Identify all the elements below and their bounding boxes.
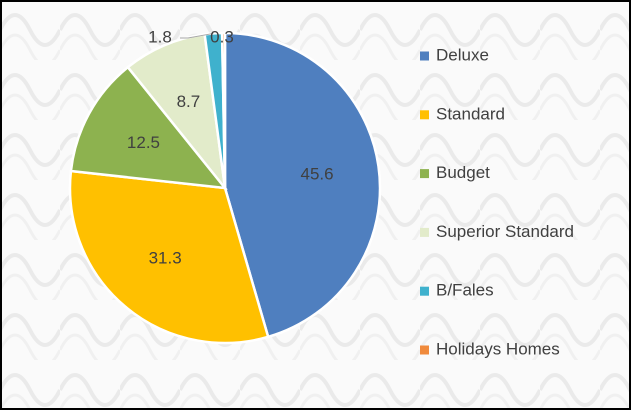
legend-marker [420,169,429,179]
legend-marker [420,286,429,296]
data-label: 1.8 [148,27,172,46]
legend-label: Holidays Homes [436,339,560,358]
data-label: 45.6 [301,164,334,183]
legend-marker [420,110,429,120]
leader-line [180,32,214,39]
pie-slice [223,31,382,339]
legend-label: B/Fales [436,281,494,300]
legend-marker [420,227,429,237]
data-label: 12.5 [127,133,160,152]
legend-label: Deluxe [436,45,489,64]
data-label: 0.3 [210,27,234,46]
data-label: 8.7 [177,92,201,111]
data-label: 31.3 [149,249,182,268]
pie-slice [69,65,228,190]
legend-label: Budget [436,163,490,182]
pie-slice [220,31,227,189]
pie-slice [68,169,270,345]
legend-label: Standard [436,104,505,123]
legend-label: Superior Standard [436,222,574,241]
pie-slice [126,32,227,193]
legend-marker [420,51,429,61]
legend-marker [420,345,429,355]
